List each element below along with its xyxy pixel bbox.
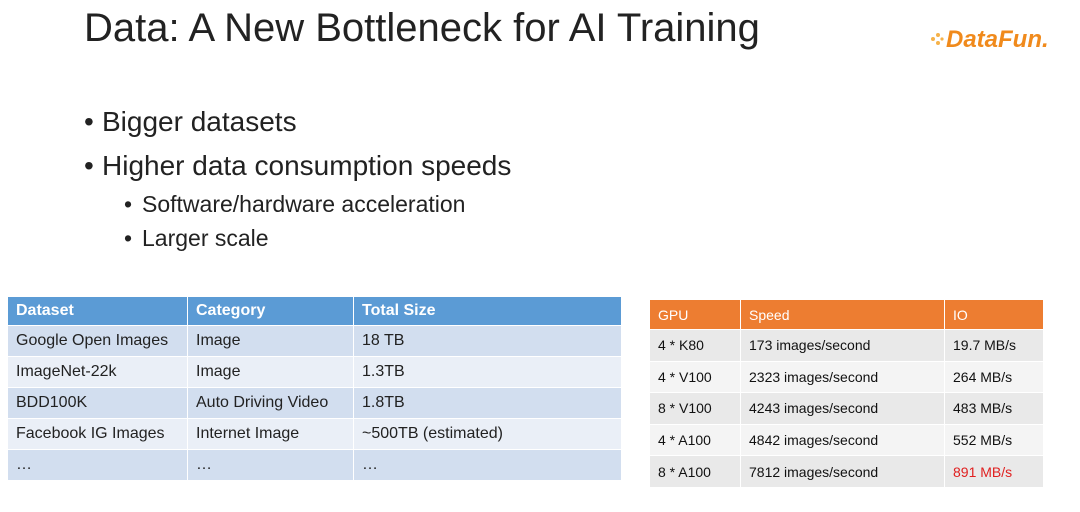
table-header-cell: Dataset — [8, 297, 188, 326]
table-cell: Internet Image — [188, 419, 354, 450]
table-cell: Facebook IG Images — [8, 419, 188, 450]
table-cell: 4842 images/second — [741, 424, 945, 457]
bullet-text: Higher data consumption speeds — [102, 150, 512, 181]
table-cell: 4 * V100 — [650, 361, 741, 394]
table-cell: ImageNet-22k — [8, 357, 188, 388]
table-cell: 4 * K80 — [650, 330, 741, 362]
logo: DataFun. — [946, 26, 1049, 53]
table-cell: 483 MB/s — [945, 393, 1044, 425]
table-cell: 173 images/second — [741, 330, 945, 362]
logo-icon — [931, 33, 944, 45]
table-header-cell: Speed — [741, 300, 945, 330]
bullet: • Higher data consumption speeds — [84, 150, 512, 181]
sub-bullet: • Larger scale — [124, 225, 269, 251]
table-header-cell: IO — [945, 300, 1044, 330]
table-header-cell: GPU — [650, 300, 741, 330]
table-cell: Image — [188, 357, 354, 388]
table-cell: 8 * A100 — [650, 456, 741, 488]
sub-bullet-text: Software/hardware acceleration — [142, 191, 466, 217]
table-cell: … — [8, 450, 188, 481]
table-cell: 1.8TB — [354, 388, 622, 419]
table-cell: 8 * V100 — [650, 393, 741, 425]
table-cell: 1.3TB — [354, 357, 622, 388]
table-cell: … — [354, 450, 622, 481]
table-cell: 19.7 MB/s — [945, 330, 1044, 362]
table-cell: 4 * A100 — [650, 424, 741, 457]
table-header-cell: Category — [188, 297, 354, 326]
table-cell: 891 MB/s — [945, 456, 1044, 488]
table-cell: Auto Driving Video — [188, 388, 354, 419]
table-header-cell: Total Size — [354, 297, 622, 326]
bullet-text: Bigger datasets — [102, 106, 297, 137]
table-cell: Google Open Images — [8, 326, 188, 357]
table-cell: 552 MB/s — [945, 424, 1044, 457]
table-cell: 264 MB/s — [945, 361, 1044, 394]
table-cell: 7812 images/second — [741, 456, 945, 488]
slide-title: Data: A New Bottleneck for AI Training — [84, 6, 760, 50]
table-cell: 4243 images/second — [741, 393, 945, 425]
sub-bullet: • Software/hardware acceleration — [124, 191, 466, 217]
table-cell: … — [188, 450, 354, 481]
table-cell: BDD100K — [8, 388, 188, 419]
table-cell: ~500TB (estimated) — [354, 419, 622, 450]
bullet: • Bigger datasets — [84, 106, 297, 137]
table-cell: 18 TB — [354, 326, 622, 357]
table-cell: Image — [188, 326, 354, 357]
table-cell: 2323 images/second — [741, 361, 945, 394]
sub-bullet-text: Larger scale — [142, 225, 269, 251]
